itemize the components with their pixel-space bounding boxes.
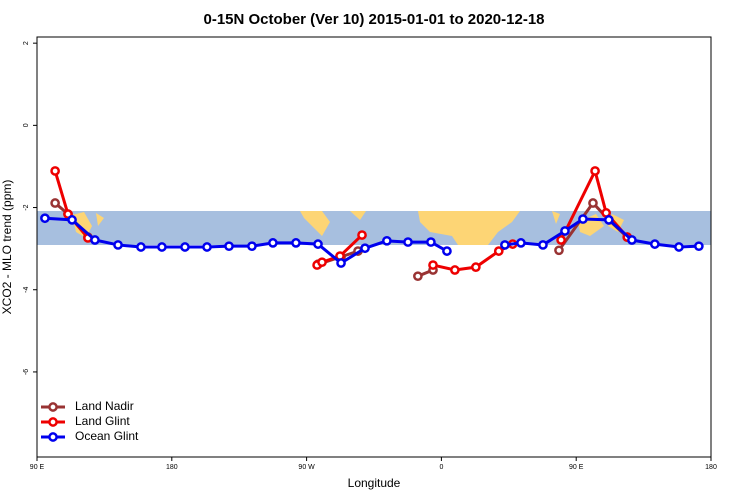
point xyxy=(403,237,413,247)
y-tick-label: -2 xyxy=(23,204,30,210)
point xyxy=(360,243,370,254)
y-tick-label: 0 xyxy=(23,123,30,127)
point xyxy=(426,237,436,247)
legend-item: Land Glint xyxy=(41,414,130,428)
land xyxy=(300,211,366,236)
y-tick-label: 2 xyxy=(23,41,30,45)
legend-item: Ocean Glint xyxy=(41,429,139,443)
point xyxy=(516,238,526,248)
legend-marker xyxy=(48,417,58,427)
point xyxy=(493,246,504,256)
chart-title: 0-15N October (Ver 10) 2015-01-01 to 202… xyxy=(203,11,544,28)
point xyxy=(590,166,600,176)
land xyxy=(72,212,104,238)
point xyxy=(442,246,452,256)
x-tick-label: 180 xyxy=(705,464,717,471)
point xyxy=(556,235,566,245)
map-band xyxy=(37,211,711,245)
point xyxy=(604,215,614,225)
point xyxy=(40,213,50,224)
point xyxy=(500,240,510,250)
point xyxy=(649,239,660,249)
point xyxy=(578,214,588,224)
point xyxy=(674,242,684,252)
point xyxy=(450,265,460,275)
point xyxy=(202,242,212,252)
point xyxy=(357,230,367,240)
point xyxy=(247,241,257,252)
point xyxy=(627,235,637,245)
x-tick-label: 90 E xyxy=(569,464,584,471)
point xyxy=(224,241,234,252)
legend-marker xyxy=(48,432,58,442)
point xyxy=(317,257,327,268)
point xyxy=(90,235,100,245)
point xyxy=(157,242,167,252)
point xyxy=(560,226,570,236)
x-tick-label: 0 xyxy=(439,464,443,471)
point xyxy=(50,198,60,208)
point xyxy=(136,242,146,252)
point xyxy=(336,258,346,268)
point xyxy=(382,235,392,246)
y-tick-label: -4 xyxy=(23,287,30,293)
legend-label: Land Glint xyxy=(75,414,130,428)
legend-item: Land Nadir xyxy=(41,399,134,413)
plot-frame xyxy=(36,36,712,458)
x-axis-label: Longitude xyxy=(348,476,401,490)
land xyxy=(418,211,520,245)
point xyxy=(268,238,278,248)
point xyxy=(413,271,423,282)
x-tick-label: 90 E xyxy=(30,464,45,471)
x-tick-label: 90 W xyxy=(298,464,315,471)
point xyxy=(588,198,598,208)
point xyxy=(67,215,77,225)
x-tick-label: 180 xyxy=(166,464,178,471)
point xyxy=(313,239,323,249)
legend-label: Land Nadir xyxy=(75,399,134,413)
point xyxy=(113,240,123,250)
point xyxy=(694,241,704,252)
point xyxy=(554,245,564,256)
point xyxy=(538,240,548,250)
y-axis-label: XCO2 - MLO trend (ppm) xyxy=(0,180,14,315)
y-tick-label: -6 xyxy=(23,369,30,375)
point xyxy=(470,262,481,272)
legend-label: Ocean Glint xyxy=(75,429,139,443)
point xyxy=(291,238,301,248)
land xyxy=(552,211,624,236)
point xyxy=(50,166,60,176)
point xyxy=(180,242,190,252)
point xyxy=(428,260,438,270)
legend-marker xyxy=(48,402,58,412)
